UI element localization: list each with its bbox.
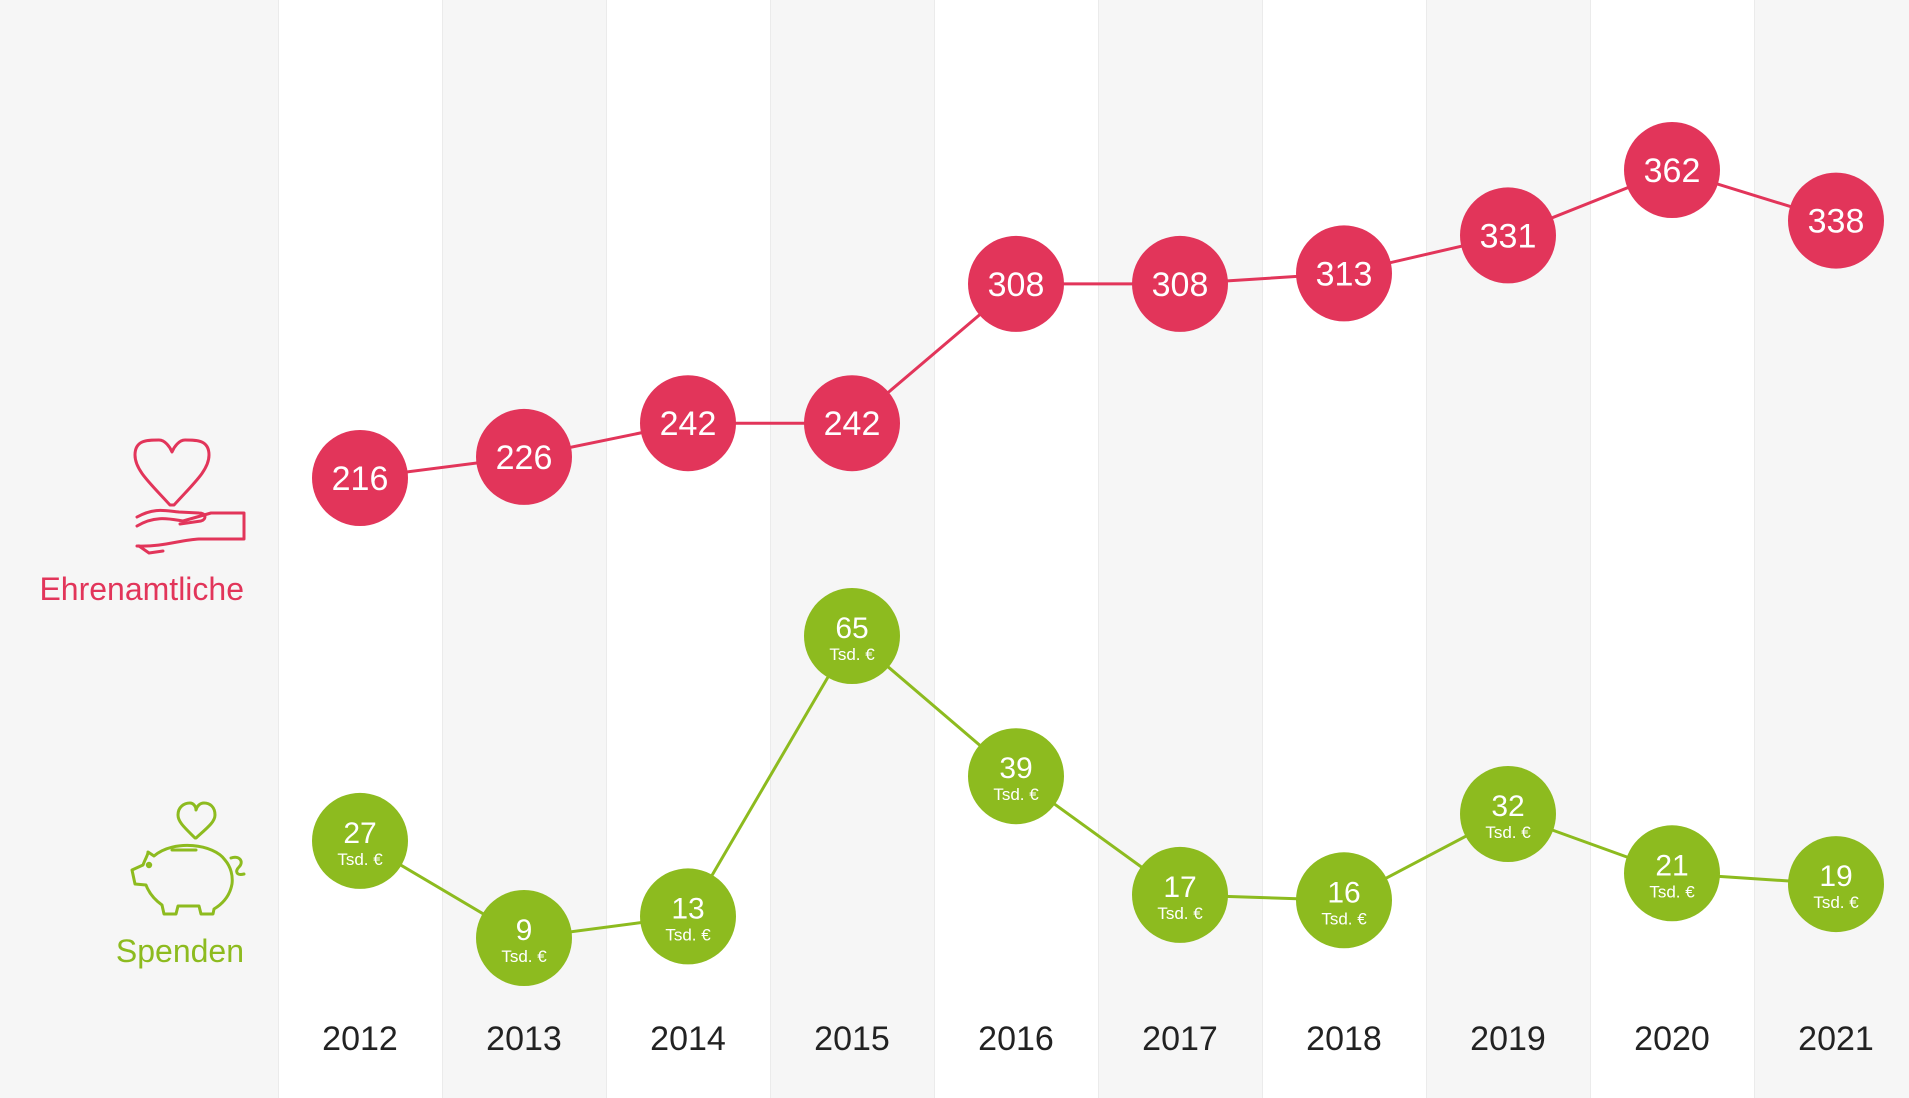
point-marker — [968, 235, 1064, 332]
point-marker — [1132, 235, 1228, 332]
data-point-ehrenamtliche-2020: 362 — [1624, 122, 1720, 218]
point-marker — [804, 588, 900, 684]
data-label-unit: Tsd. € — [1157, 904, 1203, 923]
legend: Ehrenamtliche Spenden — [39, 438, 246, 969]
x-tick-label-2012: 2012 — [322, 1020, 398, 1058]
point-marker — [1296, 852, 1392, 949]
data-label-value: 65 — [835, 612, 868, 645]
point-marker — [312, 430, 408, 526]
data-label-value: 16 — [1327, 876, 1360, 909]
data-label-value: 242 — [660, 405, 717, 443]
data-label-value: 313 — [1316, 255, 1373, 293]
x-tick-label-2013: 2013 — [486, 1020, 562, 1058]
data-point-ehrenamtliche-2012: 216 — [312, 430, 408, 526]
data-label-value: 308 — [988, 266, 1045, 304]
data-point-ehrenamtliche-2018: 313 — [1296, 225, 1392, 322]
data-label-value: 226 — [496, 439, 553, 477]
data-label-unit: Tsd. € — [665, 925, 711, 944]
point-marker — [640, 868, 736, 965]
hand-heart-icon — [133, 438, 246, 555]
data-label-unit: Tsd. € — [829, 645, 875, 664]
data-label-unit: Tsd. € — [993, 785, 1039, 804]
point-marker — [804, 375, 900, 472]
x-axis-labels: 2012 2013 2014 2015 2016 2017 2018 2019 2020 2021 — [322, 1020, 1874, 1058]
point-marker — [1788, 172, 1884, 269]
data-label-value: 19 — [1819, 860, 1852, 893]
data-label-unit: Tsd. € — [337, 850, 383, 869]
point-marker — [640, 375, 736, 472]
series-lines — [359, 168, 1837, 940]
data-label-unit: Tsd. € — [1813, 893, 1859, 912]
data-point-ehrenamtliche-2017: 308 — [1132, 235, 1228, 332]
data-point-ehrenamtliche-2015: 242 — [804, 375, 900, 472]
data-point-ehrenamtliche-2013: 226 — [476, 408, 572, 505]
data-point-ehrenamtliche-2019: 331 — [1460, 187, 1556, 284]
point-marker — [1624, 122, 1720, 218]
column-band-2016 — [934, 0, 1098, 1098]
point-marker — [968, 728, 1064, 825]
data-label-value: 338 — [1808, 203, 1865, 241]
point-marker — [1624, 825, 1720, 922]
legend-label-ehrenamtliche: Ehrenamtliche — [39, 571, 244, 607]
piggy-bank-heart-icon — [130, 801, 246, 916]
data-label-value: 32 — [1491, 790, 1524, 823]
point-marker — [1788, 836, 1884, 933]
data-point-ehrenamtliche-2016: 308 — [968, 235, 1064, 332]
data-label-value: 17 — [1163, 871, 1196, 904]
data-label-unit: Tsd. € — [1649, 882, 1695, 901]
x-tick-label-2015: 2015 — [814, 1020, 890, 1058]
data-label-unit: Tsd. € — [1485, 823, 1531, 842]
point-marker — [1296, 225, 1392, 322]
data-label-value: 27 — [343, 817, 376, 850]
x-tick-label-2020: 2020 — [1634, 1020, 1710, 1058]
column-band-2015 — [770, 0, 934, 1098]
data-label-value: 13 — [671, 892, 704, 925]
point-marker — [1460, 766, 1556, 862]
legend-label-spenden: Spenden — [116, 933, 244, 969]
point-marker — [476, 890, 572, 986]
data-label-unit: Tsd. € — [1321, 909, 1367, 928]
point-marker — [1132, 846, 1228, 943]
data-label-unit: Tsd. € — [501, 947, 547, 966]
data-label-value: 331 — [1480, 217, 1537, 255]
x-tick-label-2021: 2021 — [1798, 1020, 1874, 1058]
data-label-value: 39 — [999, 752, 1032, 785]
data-point-ehrenamtliche-2014: 242 — [640, 375, 736, 472]
x-tick-label-2018: 2018 — [1306, 1020, 1382, 1058]
column-band-2021 — [1754, 0, 1909, 1098]
x-tick-label-2019: 2019 — [1470, 1020, 1546, 1058]
series-line-ehrenamtliche — [359, 168, 1837, 480]
data-label-value: 216 — [332, 460, 389, 498]
data-label-value: 9 — [516, 914, 533, 947]
point-marker — [1460, 187, 1556, 284]
series-line-spenden — [359, 633, 1837, 940]
x-tick-label-2017: 2017 — [1142, 1020, 1218, 1058]
column-band-2019 — [1426, 0, 1590, 1098]
data-point-ehrenamtliche-2021: 338 — [1788, 172, 1884, 269]
data-label-value: 21 — [1655, 849, 1688, 882]
point-marker — [312, 792, 408, 889]
point-marker — [476, 408, 572, 505]
x-tick-label-2016: 2016 — [978, 1020, 1054, 1058]
column-band-2012 — [278, 0, 442, 1098]
data-label-value: 242 — [824, 405, 881, 443]
x-tick-label-2014: 2014 — [650, 1020, 726, 1058]
data-label-value: 308 — [1152, 266, 1209, 304]
data-label-value: 362 — [1644, 152, 1701, 190]
